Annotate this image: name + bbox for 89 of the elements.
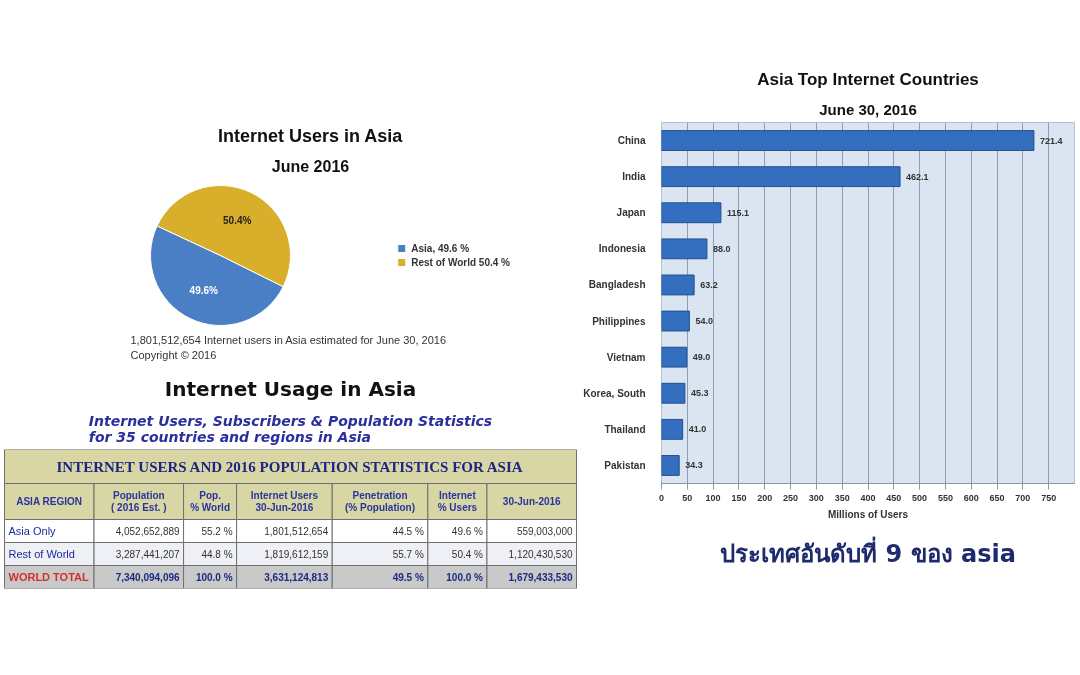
bar [661, 274, 695, 296]
text: 55.2 % [201, 525, 233, 537]
text: 1,819,612,159 [264, 549, 329, 560]
y-tick-label: Pakistan [604, 459, 646, 471]
data-label: 115.1 [726, 207, 749, 218]
legend-label: Rest of World 50.4 % [411, 256, 510, 268]
data-label: 45.3 [690, 388, 709, 399]
text: Copyright © 2016 [130, 349, 217, 361]
bar [661, 418, 684, 440]
bar [661, 238, 708, 260]
x-tick-label: 500 [912, 492, 928, 503]
text: INTERNET USERS AND 2016 POPULATION STATISTICS FOR ASIA [56, 458, 523, 475]
x-tick-label: 300 [808, 492, 824, 503]
chart-subtitle: June 2016 [271, 157, 350, 175]
x-tick-label: 450 [886, 492, 902, 503]
x-tick-label: 400 [860, 492, 876, 503]
text: 3,287,441,207 [115, 549, 180, 560]
text: ประเทศอันดับที่ 9 ของ asia [720, 535, 1016, 568]
text: 49.5 % [392, 571, 424, 583]
y-tick-label: Japan [616, 207, 646, 219]
y-tick-label: India [622, 171, 646, 183]
y-tick-label: Indonesia [598, 243, 646, 255]
y-tick-label: Philippines [592, 315, 646, 327]
text: Internet Usage in Asia [164, 376, 417, 401]
text: 7,340,094,096 [115, 572, 180, 583]
data-label: 50.4% [223, 215, 252, 227]
bar [661, 310, 690, 332]
x-tick-label: 700 [1015, 492, 1031, 503]
y-tick-label: Thailand [604, 423, 646, 435]
y-tick-label: Korea, South [583, 387, 646, 399]
chart-title: Internet Users in Asia [217, 125, 404, 146]
x-tick-label: 0 [659, 492, 665, 503]
x-tick-label: 750 [1041, 492, 1057, 503]
data-label: 63.2 [700, 279, 718, 290]
legend-label: Asia, 49.6 % [411, 242, 470, 254]
category-label: Internet Users 30-Jun-2016 [250, 489, 319, 514]
text: 44.5 % [392, 525, 424, 537]
text: 1,679,433,530 [508, 572, 573, 583]
bar [661, 166, 901, 188]
category-label: 30-Jun-2016 [502, 496, 562, 507]
y-tick-label: China [617, 135, 646, 147]
text: 3,631,124,813 [264, 572, 329, 583]
x-tick-label: 200 [757, 492, 773, 503]
bar [661, 455, 680, 476]
category-label: Penetration (% Population) [345, 489, 416, 514]
category-label: Asia Only [8, 525, 56, 537]
category-label: ASIA REGION [16, 496, 82, 507]
data-label: 54.0 [695, 316, 713, 327]
category-label: Rest of World [8, 548, 75, 560]
chart-title: Asia Top Internet Countries [757, 69, 979, 89]
data-label: 49.6% [189, 284, 219, 296]
text: Internet Users, Subscribers & Population Statistics for 35 countries and regions in Asia [88, 412, 493, 445]
text: 4,052,652,889 [115, 526, 180, 537]
x-tick-label: 50 [682, 492, 693, 503]
data-label: 721.4 [1039, 135, 1063, 146]
bar [661, 346, 688, 368]
text: 55.7 % [392, 548, 424, 560]
text: 49.6 % [451, 525, 483, 537]
category-label: Population ( 2016 Est. ) [111, 489, 167, 514]
bar [661, 382, 686, 404]
x-tick-label: 250 [783, 492, 799, 503]
x-tick-label: 100 [705, 492, 721, 503]
text: 44.8 % [201, 548, 233, 560]
y-tick-label: Bangladesh [588, 279, 646, 291]
x-tick-label: 350 [834, 492, 850, 503]
chart-subtitle: June 30, 2016 [819, 100, 917, 118]
x-tick-label: 150 [731, 492, 747, 503]
data-label: 88.0 [712, 243, 731, 254]
text: 100.0 % [195, 571, 233, 583]
text: 50.4 % [451, 548, 483, 560]
x-tick-label: 600 [963, 492, 979, 503]
category-label: WORLD TOTAL [8, 571, 89, 583]
text: 1,801,512,654 Internet users in Asia estimated for June 30, 2016 [130, 334, 447, 346]
text: 1,120,430,530 [508, 549, 573, 560]
y-tick-label: Vietnam [606, 351, 646, 363]
bar [661, 202, 722, 224]
category-label: Internet % Users [437, 489, 478, 514]
data-label: 34.3 [685, 460, 703, 471]
bar [661, 130, 1035, 151]
data-label: 41.0 [688, 424, 707, 435]
text: 559,003,000 [516, 526, 573, 537]
category-label: Pop. % World [190, 489, 231, 514]
x-tick-label: 550 [937, 492, 953, 503]
data-label: 462.1 [906, 171, 929, 182]
text: 100.0 % [446, 571, 483, 583]
x-axis-title: Millions of Users [827, 508, 909, 520]
text: 1,801,512,654 [264, 526, 329, 537]
data-label: 49.0 [692, 352, 711, 363]
x-tick-label: 650 [989, 492, 1005, 503]
